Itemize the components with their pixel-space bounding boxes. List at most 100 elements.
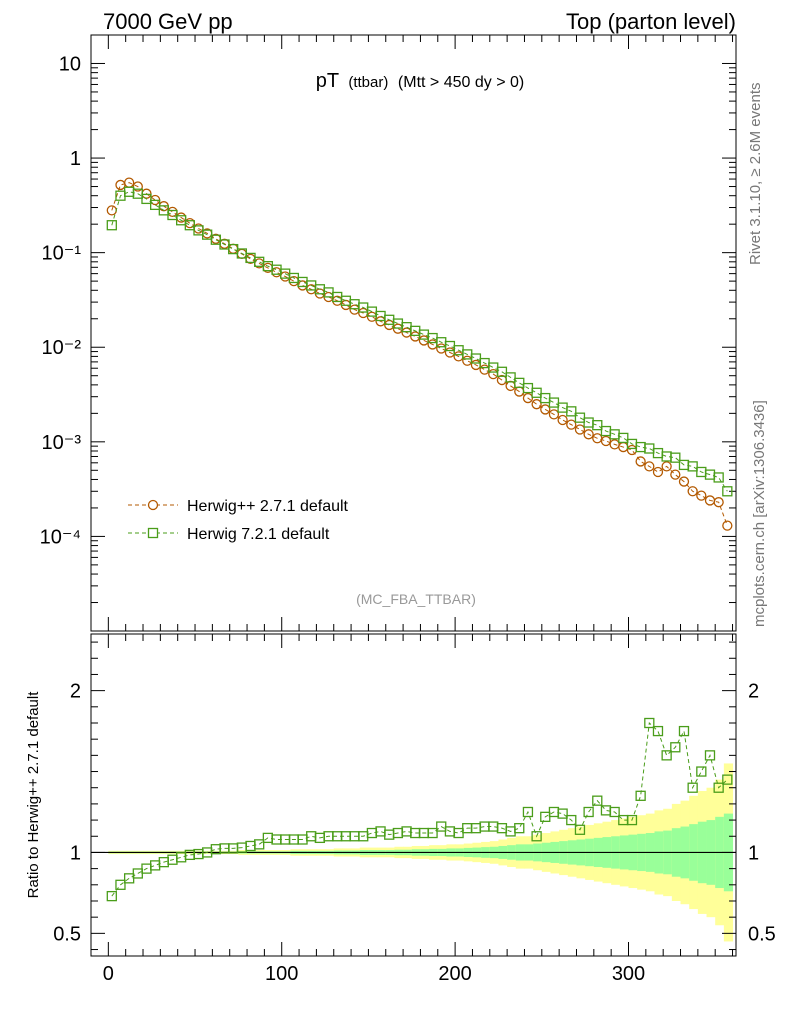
ratio-point-herwig7 <box>635 790 646 801</box>
main-point-herwigpp <box>652 466 664 478</box>
ratio-point-herwig7 <box>670 742 681 753</box>
legend: Herwig++ 2.7.1 default Herwig 7.2.1 defau… <box>128 498 349 543</box>
main-point-herwigpp <box>479 364 490 375</box>
ratio-point-herwig7 <box>652 725 664 737</box>
legend-marker <box>147 499 159 511</box>
ratio-point-herwig7 <box>115 879 126 890</box>
main-point-herwig7 <box>687 461 698 472</box>
ratio-point-herwig7 <box>427 827 438 839</box>
main-point-herwigpp <box>271 267 282 278</box>
main-point-herwigpp <box>600 435 612 447</box>
legend-label: Herwig++ 2.7.1 default <box>187 498 349 515</box>
main-point-herwigpp <box>670 469 681 480</box>
main-point-herwig7 <box>635 441 646 453</box>
main-point-herwig7 <box>574 412 586 423</box>
ratio-plot: 0.5 0.5 1 1 2 2 0 100 200 300 Ratio to Herwig++ … <box>25 633 776 985</box>
main-point-herwig7 <box>496 366 508 377</box>
ratio-y-tick-label-right: 1 <box>748 842 759 864</box>
main-point-herwigpp <box>384 319 395 331</box>
main-y-tick-label: 1 <box>70 148 81 170</box>
main-axis-ticks <box>91 34 736 632</box>
ratio-point-herwig7 <box>566 814 577 826</box>
ratio-point-herwig7 <box>245 840 256 852</box>
main-point-herwig7 <box>531 387 542 398</box>
main-y-tick-label: 10⁻¹ <box>42 243 82 265</box>
ratio-point-herwig7 <box>522 806 534 818</box>
main-series-line <box>111 191 728 492</box>
ratio-point-herwig7 <box>574 824 586 835</box>
main-point-herwigpp <box>167 206 178 217</box>
rivet-label: Rivet 3.1.10, ≥ 2.6M events <box>747 83 764 266</box>
main-point-herwig7 <box>184 220 195 231</box>
ratio-point-herwig7 <box>254 839 265 850</box>
main-point-herwigpp <box>115 179 126 191</box>
ratio-y-tick-label-left: 1 <box>70 842 81 864</box>
ratio-point-herwig7 <box>106 890 117 902</box>
ratio-point-herwig7 <box>306 831 317 842</box>
main-point-herwigpp <box>566 419 577 430</box>
main-point-herwigpp <box>644 461 655 472</box>
main-data <box>106 177 733 531</box>
main-series-line <box>111 182 728 526</box>
ratio-point-herwig7 <box>366 827 378 839</box>
main-point-herwig7 <box>713 472 724 483</box>
ratio-data <box>91 717 736 902</box>
ratio-point-herwig7 <box>704 750 716 761</box>
main-point-herwig7 <box>106 220 117 231</box>
main-point-herwig7 <box>548 397 560 408</box>
main-point-herwigpp <box>696 490 707 501</box>
main-point-herwig7 <box>644 443 655 454</box>
main-point-herwig7 <box>132 188 143 199</box>
main-point-herwig7 <box>670 452 681 463</box>
plot-title-main: pT <box>316 70 339 92</box>
ratio-axis-ticks <box>91 634 736 956</box>
ratio-point-herwig7 <box>626 814 638 826</box>
main-point-herwigpp <box>678 476 690 487</box>
main-point-herwigpp <box>228 243 239 254</box>
analysis-label: (MC_FBA_TTBAR) <box>356 591 476 607</box>
main-point-herwig7 <box>722 486 733 497</box>
ratio-point-herwig7 <box>592 795 603 806</box>
main-plot-frame <box>90 34 737 632</box>
x-tick-labels: 0 100 200 300 <box>103 963 645 985</box>
main-point-herwigpp <box>522 392 534 404</box>
header-left: 7000 GeV pp <box>103 9 233 34</box>
ratio-point-herwig7 <box>176 852 187 863</box>
ratio-point-herwig7 <box>375 826 386 837</box>
ratio-point-herwig7 <box>687 782 698 793</box>
ratio-point-herwig7 <box>531 831 542 842</box>
main-point-herwigpp <box>548 409 560 420</box>
main-point-herwig7 <box>167 209 178 221</box>
main-y-tick-label: 10⁻³ <box>42 432 82 454</box>
main-point-herwigpp <box>626 444 638 456</box>
ratio-point-herwig7 <box>661 750 672 761</box>
main-point-herwigpp <box>410 331 421 342</box>
ratio-point-herwig7 <box>713 782 724 793</box>
ratio-y-tick-label-left: 0.5 <box>53 923 81 945</box>
main-point-herwig7 <box>618 432 629 444</box>
ratio-point-herwig7 <box>557 808 568 819</box>
ratio-point-herwig7 <box>583 806 594 818</box>
main-point-herwig7 <box>505 372 516 383</box>
main-point-herwigpp <box>583 429 594 440</box>
ratio-point-herwig7 <box>644 717 655 729</box>
plot-title-sub: (ttbar) <box>348 74 388 91</box>
main-point-herwigpp <box>661 461 672 472</box>
header-right: Top (parton level) <box>566 9 736 34</box>
main-point-herwigpp <box>436 343 447 354</box>
main-y-tick-label: 10⁻⁴ <box>40 526 81 548</box>
main-point-herwig7 <box>592 420 603 431</box>
main-point-herwigpp <box>635 456 646 467</box>
main-y-tick-label: 10 <box>59 53 81 75</box>
plot-title-cut: (Mtt > 450 dy > 0) <box>398 74 524 91</box>
main-point-herwigpp <box>462 355 473 366</box>
main-y-tick-labels: 10 1 10⁻¹ 10⁻² 10⁻³ 10⁻⁴ <box>40 53 82 548</box>
x-tick-label: 100 <box>265 963 298 985</box>
main-point-herwig7 <box>375 310 386 322</box>
ratio-y-tick-labels: 0.5 0.5 1 1 2 2 <box>53 681 776 946</box>
main-point-herwigpp <box>531 399 542 410</box>
ratio-y-tick-label-right: 2 <box>748 681 759 703</box>
plot-title: pT (ttbar) (Mtt > 450 dy > 0) <box>316 70 524 92</box>
x-tick-label: 300 <box>612 963 645 985</box>
